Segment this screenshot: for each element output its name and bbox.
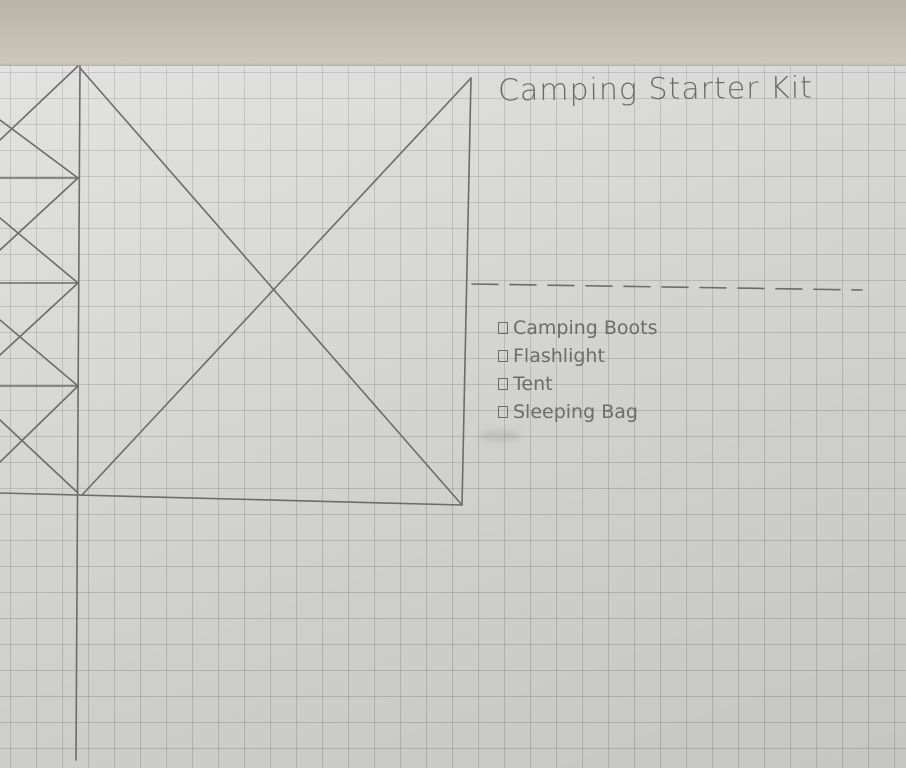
checklist-item[interactable]: Flashlight	[498, 342, 658, 370]
page-title: Camping Starter Kit	[497, 70, 814, 109]
checklist-item[interactable]: Tent	[498, 370, 658, 398]
dashed-separator	[471, 283, 863, 291]
checklist-item[interactable]: Sleeping Bag	[498, 398, 658, 426]
checkbox-icon[interactable]	[498, 406, 508, 418]
thumb-1-diag-b	[0, 65, 79, 141]
main-image-right-edge	[461, 77, 472, 506]
checklist-item-label: Tent	[513, 373, 553, 395]
checklist-item[interactable]: Camping Boots	[498, 314, 658, 342]
thumb-3-diag-b	[0, 282, 79, 356]
left-border-line	[75, 65, 81, 761]
thumb-1-diag-a	[0, 119, 79, 179]
checkbox-icon[interactable]	[498, 322, 508, 334]
thumb-4-diag-b	[0, 385, 79, 463]
thumb-2-diag-a	[0, 217, 79, 284]
checkbox-icon[interactable]	[498, 350, 508, 362]
main-image-diag-a	[79, 67, 463, 506]
checklist-item-label: Sleeping Bag	[513, 401, 638, 423]
checklist-item-label: Flashlight	[513, 345, 605, 367]
thumb-2-diag-b	[0, 177, 79, 251]
eraser-smudge	[480, 430, 520, 442]
checkbox-icon[interactable]	[498, 378, 508, 390]
checklist: Camping Boots Flashlight Tent Sleeping B…	[498, 314, 658, 426]
thumb-3-diag-a	[0, 319, 79, 387]
checklist-item-label: Camping Boots	[513, 317, 658, 339]
thumb-4-diag-a	[0, 419, 79, 494]
main-image-diag-b	[81, 77, 472, 496]
main-image-bottom-edge	[0, 492, 463, 506]
